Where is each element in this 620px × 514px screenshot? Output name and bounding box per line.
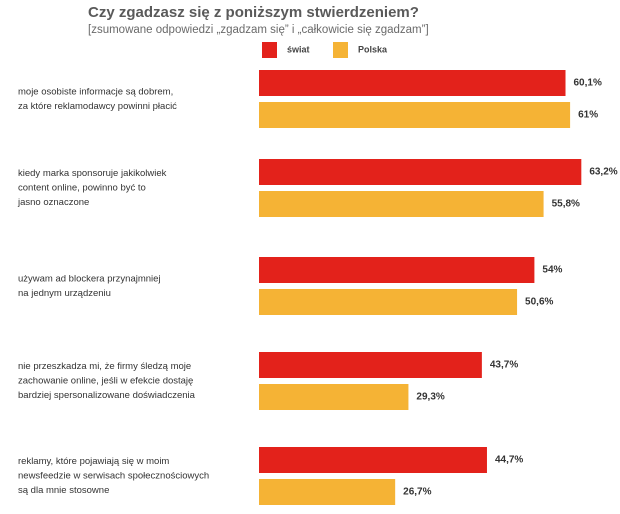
legend-swatch (262, 42, 277, 58)
value-label: 43,7% (490, 360, 518, 371)
legend-swatch (333, 42, 348, 58)
value-label: 26,7% (403, 487, 431, 498)
category-label: bardziej spersonalizowane doświadczenia (18, 390, 196, 401)
category-label: jasno oznaczone (17, 197, 89, 208)
legend-label: Polska (358, 44, 388, 54)
value-label: 50,6% (525, 297, 553, 308)
bar (259, 289, 518, 315)
bar (259, 352, 482, 378)
category-label: kiedy marka sponsoruje jakikolwiek (18, 168, 167, 179)
category-label: używam ad blockera przynajmniej (18, 273, 161, 284)
category-label: nie przeszkadza mi, że firmy śledzą moje (18, 361, 191, 372)
category-label: moje osobiste informacje są dobrem, (18, 86, 173, 97)
category-label: za które reklamodawcy powinni płacić (18, 101, 177, 112)
value-label: 54% (542, 265, 562, 276)
value-label: 61% (578, 110, 598, 121)
bar (259, 191, 544, 217)
chart-subtitle: [zsumowane odpowiedzi „zgadzam się” i „c… (88, 24, 429, 36)
value-label: 55,8% (552, 199, 580, 210)
bar (259, 447, 487, 473)
legend-label: świat (287, 44, 310, 54)
chart-title: Czy zgadzasz się z poniższym stwierdzeni… (88, 4, 419, 21)
category-label: newsfeedzie w serwisach społecznościowyc… (18, 471, 209, 482)
category-label: content online, powinno być to (18, 183, 146, 194)
category-label: zachowanie online, jeśli w efekcie dosta… (18, 376, 193, 387)
bar (259, 70, 566, 96)
bar (259, 102, 571, 128)
value-label: 44,7% (495, 455, 523, 466)
bar (259, 384, 409, 410)
bar (259, 159, 582, 185)
value-label: 63,2% (589, 167, 617, 178)
value-label: 60,1% (574, 78, 602, 89)
bar (259, 479, 396, 505)
bar (259, 257, 535, 283)
value-label: 29,3% (416, 392, 444, 403)
category-label: reklamy, które pojawiają się w moim (18, 456, 169, 467)
category-label: są dla mnie stosowne (18, 485, 109, 496)
category-label: na jednym urządzeniu (18, 288, 111, 299)
